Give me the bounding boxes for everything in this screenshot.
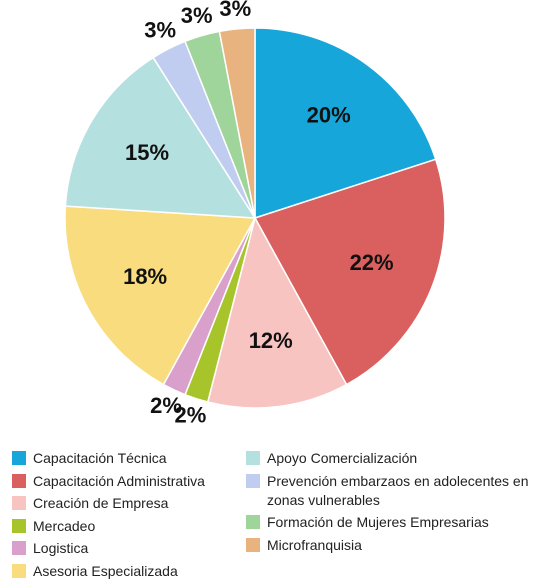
- chart: 20%22%12%2%2%18%15%3%3% 3%: [64, 0, 446, 428]
- legend-item: Logistica: [12, 539, 205, 558]
- legend-swatch: [246, 537, 260, 552]
- pie-slice: [254, 27, 437, 220]
- legend-swatch: [12, 518, 26, 533]
- legend-item: Mercadeo: [12, 517, 205, 536]
- legend-item: Microfranquisia: [246, 536, 529, 555]
- legend-swatch: [12, 473, 26, 488]
- pie-slice: [64, 56, 257, 219]
- data-label: 3%: [219, 0, 251, 21]
- legend-swatch: [12, 563, 26, 578]
- legend-item: Apoyo Comercialización: [246, 449, 529, 468]
- legend-label: Capacitación Administrativa: [33, 472, 205, 489]
- legend-item: Formación de Mujeres Empresarias: [246, 513, 529, 532]
- legend-item: Capacitación Técnica: [12, 449, 205, 468]
- pie-slice: [218, 27, 256, 219]
- legend-label: Formación de Mujeres Empresarias: [267, 514, 489, 531]
- legend-swatch: [12, 451, 26, 465]
- data-label: 2%: [175, 403, 207, 428]
- data-label: 2%: [150, 393, 182, 418]
- data-label: 3%: [144, 18, 176, 43]
- legend-swatch: [12, 496, 26, 511]
- legend-left: Capacitación Técnica Capacitación Adminis…: [12, 449, 205, 585]
- legend-item: Capacitación Administrativa: [12, 472, 205, 491]
- pie-slice: [253, 158, 446, 386]
- data-label: 3%: [181, 3, 213, 28]
- legend-label: Apoyo Comercialización: [267, 450, 418, 466]
- legend-swatch: [246, 473, 260, 488]
- data-label: 15%: [125, 140, 169, 165]
- data-label: 20%: [307, 102, 351, 127]
- pie-slice: [64, 205, 257, 386]
- data-label: 18%: [123, 264, 167, 289]
- legend-swatch: [246, 451, 260, 465]
- legend-label: Capacitación Técnica: [33, 450, 167, 466]
- legend-swatch: [12, 541, 26, 556]
- legend-item: Prevención embarzaos en adolecentes en z…: [246, 472, 529, 510]
- legend-swatch: [246, 515, 260, 530]
- legend-item: Asesoria Especializada: [12, 562, 205, 581]
- legend-label: Creación de Empresa: [33, 495, 169, 512]
- pie-slice: [206, 215, 348, 409]
- legend-label: Microfranquisia: [267, 536, 362, 553]
- legend-right: Apoyo Comercialización Prevención embarza…: [246, 449, 529, 558]
- legend-item: Creación de Empresa: [12, 494, 205, 513]
- legend-label: Prevención embarzaos en adolecentes en z…: [267, 472, 529, 508]
- legend-label: Mercadeo: [33, 517, 96, 534]
- legend-label: Asesoria Especializada: [33, 562, 178, 579]
- data-label: 22%: [350, 250, 394, 275]
- data-label: 12%: [249, 328, 293, 353]
- legend-label: Logistica: [33, 540, 89, 557]
